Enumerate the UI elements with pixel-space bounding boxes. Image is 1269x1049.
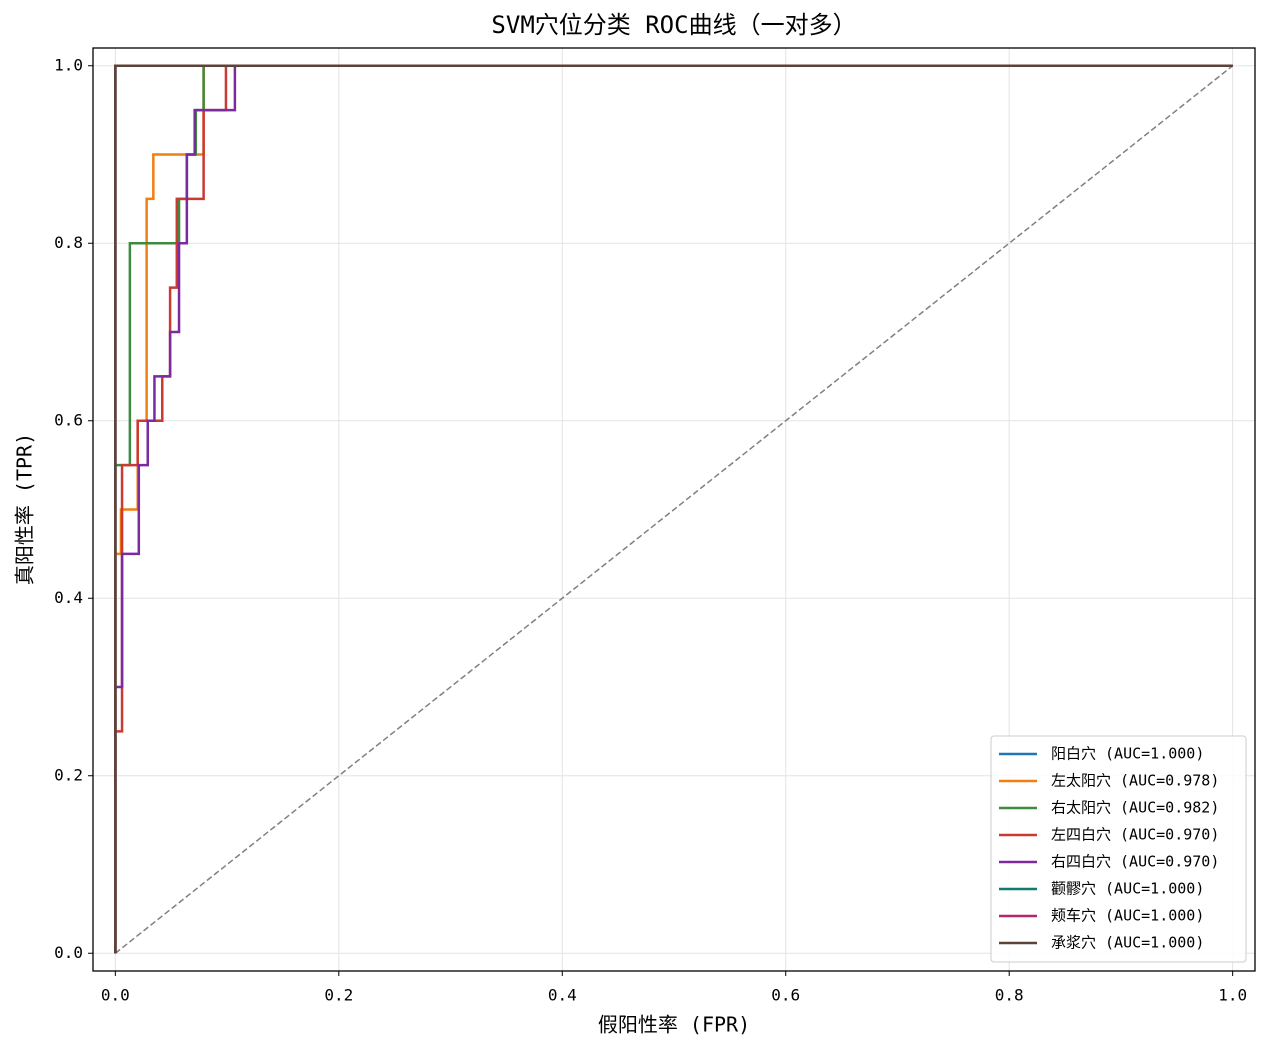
y-tick-label: 0.0: [54, 943, 83, 962]
x-tick-label: 0.8: [995, 986, 1024, 1005]
x-tick-label: 0.2: [324, 986, 353, 1005]
y-tick-label: 0.2: [54, 765, 83, 784]
roc-line: [114, 64, 1233, 954]
y-tick-label: 0.4: [54, 588, 83, 607]
y-tick-label: 1.0: [54, 55, 83, 74]
x-axis-label: 假阳性率 (FPR): [598, 1013, 750, 1037]
legend-label: 承浆穴 (AUC=1.000): [1051, 934, 1204, 952]
legend-box: [990, 735, 1247, 963]
legend-label: 阳白穴 (AUC=1.000): [1051, 745, 1204, 763]
x-tick-label: 0.0: [101, 986, 130, 1005]
legend-label: 左太阳穴 (AUC=0.978): [1051, 772, 1219, 790]
legend-label: 颊车穴 (AUC=1.000): [1051, 907, 1204, 925]
legend-label: 右太阳穴 (AUC=0.982): [1051, 799, 1219, 817]
legend-label: 左四白穴 (AUC=0.970): [1051, 826, 1219, 844]
roc-line: [114, 64, 1233, 954]
y-tick-label: 0.6: [54, 410, 83, 429]
legend-label: 颧髎穴 (AUC=1.000): [1051, 880, 1204, 898]
plot-frame: [92, 47, 1256, 972]
y-tick-label: 0.8: [54, 233, 83, 252]
reference-line: [114, 65, 1234, 954]
y-axis-label: 真阳性率 (TPR): [13, 433, 37, 585]
legend-label: 右四白穴 (AUC=0.970): [1051, 853, 1219, 871]
x-tick-label: 0.4: [548, 986, 577, 1005]
legend: 阳白穴 (AUC=1.000) 左太阳穴 (AUC=0.978) 右太阳穴 (AUC…: [990, 735, 1247, 963]
x-tick-label: 1.0: [1218, 986, 1247, 1005]
chart-title: SVM穴位分类 ROC曲线（一对多）: [491, 11, 856, 39]
x-tick-label: 0.6: [771, 986, 800, 1005]
